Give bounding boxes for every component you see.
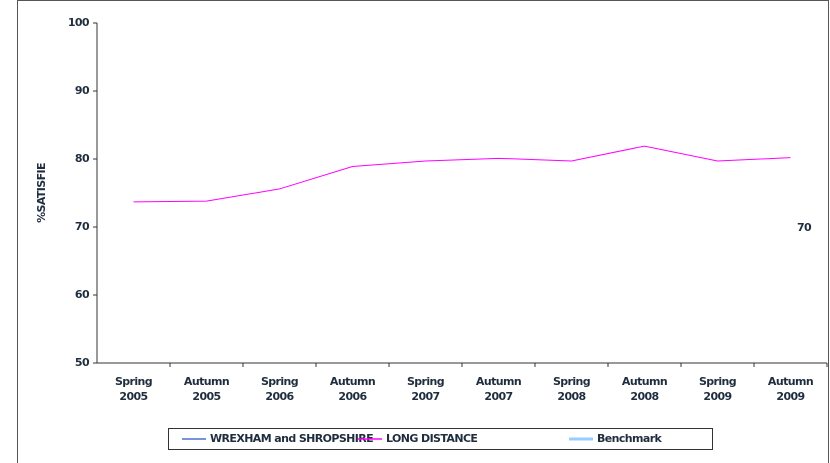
- x-tick-label: Autumn 2008: [622, 375, 667, 403]
- y-tick-label: 50: [75, 356, 90, 369]
- legend-label: WREXHAM and SHROPSHIRE: [210, 432, 373, 445]
- series-line: [133, 145, 791, 203]
- x-tick-label: Autumn 2009: [768, 375, 813, 403]
- legend-label: Benchmark: [597, 432, 663, 445]
- x-tick-label: Spring 2008: [553, 375, 590, 403]
- x-tick-label: Spring 2005: [115, 375, 152, 403]
- y-tick-label: 100: [68, 16, 90, 29]
- x-tick-label: Autumn 2005: [184, 375, 229, 403]
- y-tick-label: 80: [75, 152, 90, 165]
- x-tick-label: Spring 2009: [699, 375, 736, 403]
- x-tick-label: Autumn 2006: [330, 375, 375, 403]
- y-tick-label: 70: [75, 220, 90, 233]
- legend-box: [168, 428, 713, 450]
- annotation: 70: [797, 221, 812, 234]
- y-axis-label: %SATISFIE: [35, 163, 48, 223]
- x-tick-label: Spring 2007: [407, 375, 444, 403]
- x-tick-label: Spring 2006: [261, 375, 298, 403]
- x-tick-label: Autumn 2007: [476, 375, 521, 403]
- chart-frame: [17, 0, 829, 463]
- legend-label: LONG DISTANCE: [386, 432, 477, 445]
- y-tick-label: 90: [75, 84, 90, 97]
- y-tick-label: 60: [75, 288, 90, 301]
